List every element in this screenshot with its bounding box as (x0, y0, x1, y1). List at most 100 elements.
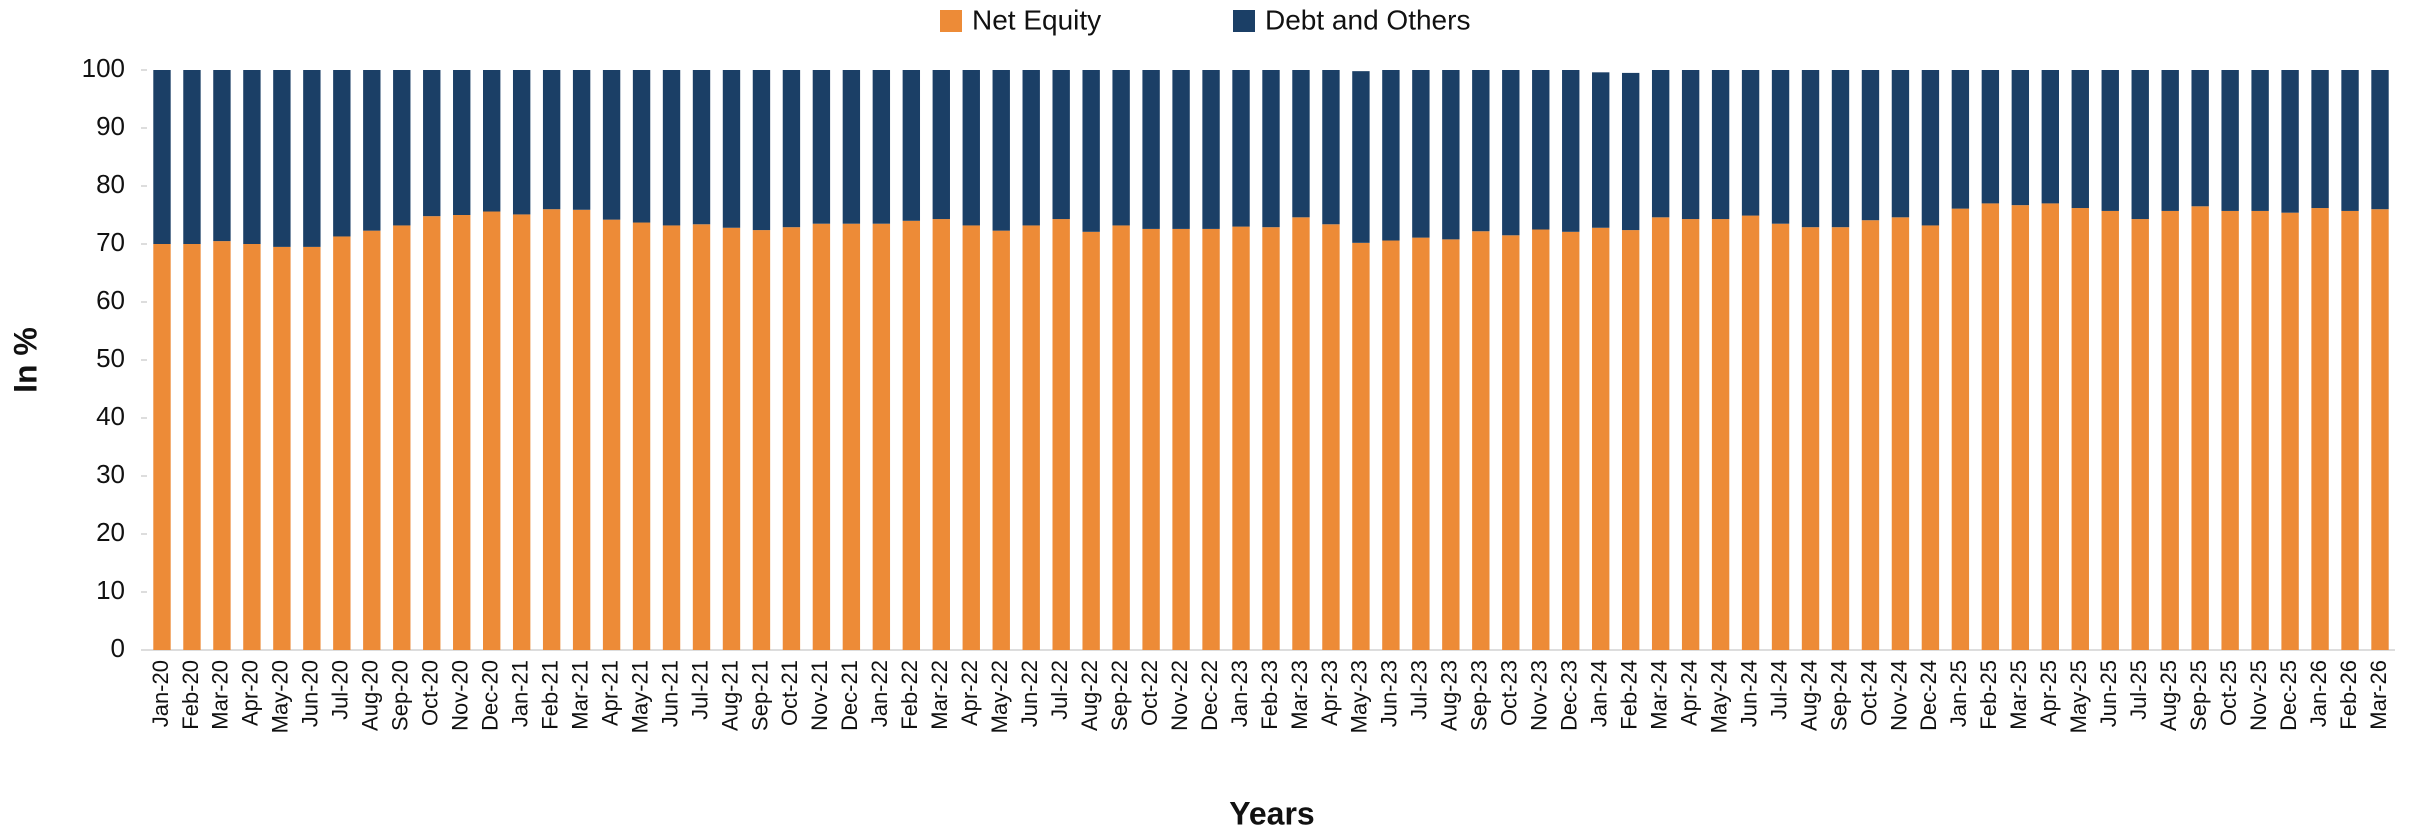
bar-segment (153, 70, 171, 244)
bar-segment (2371, 70, 2389, 210)
y-tick-label: 80 (96, 169, 125, 199)
x-tick-label: Feb-24 (1616, 660, 1641, 730)
bar-segment (1951, 208, 1970, 650)
x-tick-label: Jun-20 (298, 660, 323, 727)
bar-segment (872, 223, 891, 650)
bar-segment (1442, 70, 1460, 240)
bar-segment (632, 222, 651, 651)
bar-segment (602, 219, 621, 650)
x-tick-label: May-24 (1706, 660, 1731, 733)
x-tick-label: Jul-22 (1047, 660, 1072, 720)
bar-segment (1861, 70, 1880, 221)
bar-segment (213, 70, 231, 242)
bar-segment (572, 209, 591, 650)
x-tick-label: Oct-25 (2216, 660, 2241, 726)
bar-segment (1771, 70, 1790, 224)
y-axis-title: In % (7, 327, 43, 393)
bar-segment (992, 230, 1010, 650)
bar-segment (1472, 231, 1490, 651)
bar-segment (2341, 70, 2359, 211)
x-tick-label: Jun-23 (1377, 660, 1402, 727)
y-tick-label: 10 (96, 575, 125, 605)
y-tick-label: 0 (111, 633, 125, 663)
bar-segment (1172, 70, 1190, 229)
bar-segment (812, 70, 831, 224)
x-tick-label: Mar-23 (1287, 660, 1312, 730)
bar-segment (512, 70, 531, 215)
x-tick-label: Aug-24 (1796, 660, 1821, 731)
x-tick-label: Sep-24 (1826, 660, 1851, 731)
x-tick-label: Nov-23 (1527, 660, 1552, 731)
bar-segment (962, 70, 980, 226)
bar-segment (1232, 226, 1250, 650)
bar-segment (872, 70, 891, 224)
bar-segment (1592, 227, 1610, 650)
x-tick-label: Oct-24 (1856, 660, 1881, 726)
bar-segment (1621, 72, 1640, 231)
x-tick-label: Jan-22 (867, 660, 892, 727)
x-tick-label: Oct-22 (1137, 660, 1162, 726)
bar-segment (453, 70, 471, 215)
bar-segment (1651, 70, 1670, 218)
bar-segment (1891, 70, 1910, 218)
x-tick-label: Jul-24 (1766, 660, 1791, 720)
x-tick-label: Jan-26 (2306, 660, 2331, 727)
bar-segment (2131, 219, 2149, 650)
bar-segment (1741, 70, 1760, 216)
y-tick-label: 100 (82, 53, 125, 83)
x-tick-label: Apr-23 (1317, 660, 1342, 726)
bar-segment (303, 246, 321, 650)
bar-segment (1801, 227, 1820, 650)
bar-segment (2161, 210, 2179, 650)
bar-segment (333, 236, 351, 650)
bar-segment (363, 70, 381, 231)
bar-segment (572, 70, 591, 210)
bar-segment (2251, 70, 2269, 211)
bar-segment (2311, 70, 2329, 209)
bar-segment (1472, 70, 1490, 232)
bar-segment (1052, 219, 1070, 650)
bar-segment (483, 211, 501, 650)
bar-segment (1621, 230, 1640, 650)
bar-segment (2101, 210, 2119, 650)
bar-segment (1322, 70, 1340, 225)
x-tick-label: Feb-25 (1976, 660, 2001, 730)
bar-segment (602, 70, 621, 220)
bar-segment (2371, 209, 2389, 650)
x-tick-label: May-20 (268, 660, 293, 733)
bar-segment (842, 70, 861, 224)
y-tick-label: 60 (96, 285, 125, 315)
bar-segment (183, 244, 201, 650)
bar-segment (1412, 70, 1430, 238)
x-tick-label: Jul-23 (1407, 660, 1432, 720)
y-tick-label: 70 (96, 227, 125, 257)
bar-segment (393, 225, 411, 650)
bar-segment (1052, 70, 1070, 220)
x-tick-label: Aug-25 (2156, 660, 2181, 731)
bar-segment (1382, 240, 1400, 650)
x-tick-label: Jan-25 (1946, 660, 1971, 727)
x-tick-label: Feb-23 (1257, 660, 1282, 730)
bar-segment (722, 227, 741, 650)
bar-segment (1232, 70, 1250, 227)
bar-segment (393, 70, 411, 226)
x-tick-label: Jun-22 (1017, 660, 1042, 727)
bar-segment (1142, 228, 1160, 651)
bar-segment (842, 223, 861, 650)
bar-segment (752, 70, 771, 231)
bar-segment (1262, 227, 1280, 650)
bar-segment (2221, 210, 2239, 650)
x-tick-label: Jul-21 (687, 660, 712, 720)
x-tick-label: Aug-20 (358, 660, 383, 731)
bar-segment (2311, 208, 2329, 651)
bar-segment (1741, 215, 1760, 650)
bar-segment (2191, 70, 2209, 207)
legend-swatch (940, 10, 962, 32)
x-tick-label: Jan-23 (1227, 660, 1252, 727)
bar-segment (1711, 219, 1730, 650)
bar-segment (1681, 219, 1700, 650)
x-tick-label: Nov-25 (2246, 660, 2271, 731)
bar-segment (1442, 239, 1460, 651)
x-tick-label: Nov-20 (448, 660, 473, 731)
x-tick-label: Apr-22 (957, 660, 982, 726)
